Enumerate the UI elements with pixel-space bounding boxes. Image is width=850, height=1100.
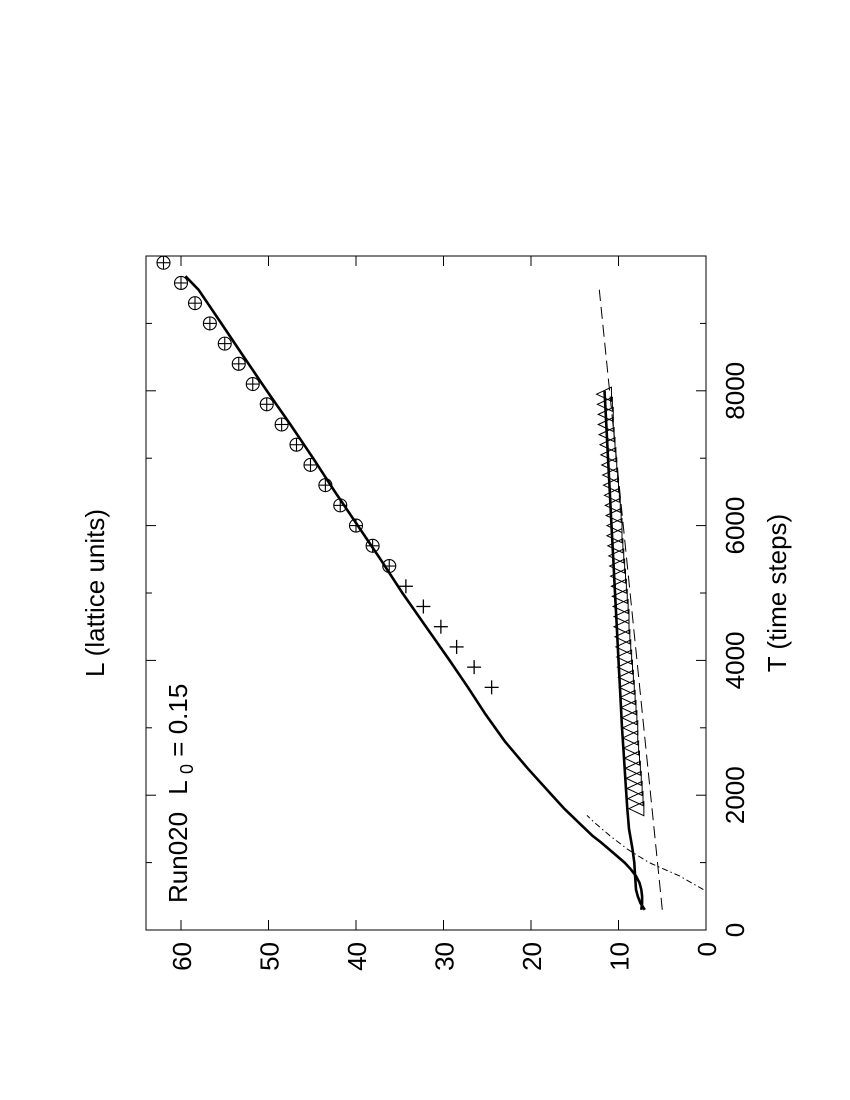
data-point-circle-plus — [187, 296, 203, 311]
data-point-triangle — [602, 477, 619, 493]
series-3 — [586, 815, 704, 891]
data-point-triangle — [607, 548, 625, 564]
y-tick-label: 60 — [167, 942, 197, 971]
data-point-triangle — [597, 426, 615, 443]
data-point-triangle — [598, 436, 616, 453]
y-tick-label: 20 — [517, 942, 547, 971]
data-point-circle-plus — [382, 558, 397, 574]
data-point-triangle — [612, 618, 630, 635]
data-point-triangle — [610, 578, 627, 595]
series-2 — [598, 289, 663, 910]
data-point-circle-plus — [303, 457, 318, 472]
data-point-triangle — [600, 457, 618, 473]
data-point-triangle — [611, 588, 628, 605]
data-point-triangle — [605, 527, 623, 544]
y-tick-label: 30 — [430, 942, 460, 971]
data-point-circle-plus — [202, 316, 217, 331]
plot-area: 0 2000 4000 6000 8000 0 10 20 30 40 50 60 Run020 L … — [145, 255, 750, 971]
data-point-triangle — [623, 750, 640, 766]
y-tick-label: 0 — [692, 942, 722, 956]
data-point-triangle — [611, 598, 629, 615]
data-point-triangle — [612, 608, 630, 625]
data-point-triangle — [614, 639, 632, 655]
annotation-suffix: = 0.15 — [163, 684, 193, 757]
data-point-triangle — [621, 730, 639, 746]
data-point-circle-plus — [289, 437, 304, 452]
series-1 — [603, 390, 646, 911]
data-point-triangle — [624, 760, 641, 777]
x-axis-title: T (time steps) — [762, 514, 792, 672]
data-point-plus — [416, 599, 431, 614]
series-line — [598, 289, 663, 910]
data-point-triangle — [606, 538, 624, 554]
axis-ticks: 0 2000 4000 6000 8000 0 10 20 30 40 50 60 — [146, 256, 750, 971]
series-line — [586, 815, 704, 891]
x-tick-label: 8000 — [720, 362, 750, 420]
data-point-triangle — [601, 467, 619, 483]
data-point-triangle — [597, 416, 614, 433]
data-point-triangle — [618, 689, 636, 706]
data-point-triangle — [599, 447, 617, 463]
data-point-triangle — [627, 800, 645, 817]
series-layer — [156, 255, 704, 911]
data-point-triangle — [625, 780, 643, 797]
data-point-circle-plus — [156, 255, 171, 270]
data-point-circle-plus — [173, 275, 189, 291]
data-point-circle-plus — [318, 478, 333, 493]
data-point-triangle — [609, 568, 626, 584]
data-point-circle-plus — [333, 498, 348, 513]
data-point-triangle — [613, 629, 631, 645]
annotation-var: L — [163, 781, 193, 795]
data-point-triangle — [616, 659, 633, 675]
y-axis-title: L (lattice units) — [80, 509, 110, 677]
data-point-triangle — [603, 487, 620, 504]
x-tick-label: 4000 — [720, 631, 750, 689]
data-point-triangle — [604, 507, 622, 524]
data-point-circle-plus — [274, 417, 289, 432]
data-point-triangle — [621, 720, 639, 736]
axis-labels: T (time steps) L (lattice units) — [80, 509, 792, 677]
data-point-triangle — [615, 649, 633, 665]
run-annotation: Run020 L 0 = 0.15 — [163, 684, 199, 903]
data-point-triangle — [626, 790, 644, 807]
x-tick-label: 2000 — [720, 766, 750, 824]
y-tick-label: 10 — [605, 942, 635, 971]
data-point-plus — [467, 660, 482, 675]
data-point-triangle — [619, 699, 637, 716]
data-point-circle-plus — [245, 377, 260, 392]
data-point-plus — [449, 639, 464, 654]
data-point-triangle — [620, 709, 638, 726]
data-point-circle-plus — [365, 538, 380, 553]
series-6 — [595, 386, 645, 817]
data-point-circle-plus — [259, 397, 274, 412]
data-point-circle-plus — [231, 356, 246, 371]
data-point-triangle — [622, 740, 640, 756]
data-point-triangle — [604, 497, 621, 514]
data-point-circle-plus — [348, 518, 364, 533]
data-point-triangle — [595, 386, 612, 402]
data-point-triangle — [625, 770, 642, 787]
data-point-triangle — [597, 406, 614, 423]
data-point-circle-plus — [217, 336, 232, 351]
annotation-prefix: Run020 — [163, 812, 193, 903]
data-point-plus — [398, 579, 413, 594]
series-5 — [156, 255, 397, 574]
y-tick-label: 50 — [255, 942, 285, 971]
data-point-triangle — [596, 396, 613, 413]
data-point-triangle — [608, 558, 626, 574]
y-tick-label: 40 — [342, 942, 372, 971]
data-point-triangle — [618, 679, 635, 696]
data-point-triangle — [617, 669, 634, 686]
data-point-triangle — [605, 517, 623, 534]
series-line — [603, 390, 646, 911]
data-point-plus — [433, 619, 448, 634]
annotation-sub: 0 — [177, 764, 197, 774]
x-tick-label: 0 — [720, 923, 750, 937]
series-4 — [398, 579, 499, 695]
x-tick-label: 6000 — [720, 497, 750, 555]
data-point-plus — [484, 680, 499, 695]
